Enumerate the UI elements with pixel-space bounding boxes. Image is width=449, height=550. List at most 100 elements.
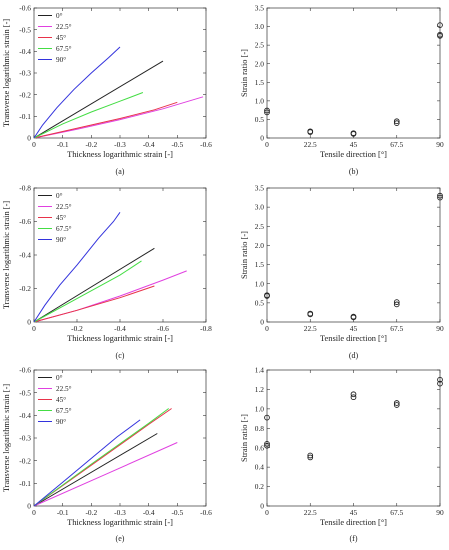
data-point xyxy=(350,394,357,401)
y-tick-label: 1.0 xyxy=(255,279,265,288)
y-tick-label: 0 xyxy=(27,318,31,327)
data-point xyxy=(350,313,357,320)
data-point xyxy=(393,299,400,305)
y-tick-label: -0.5 xyxy=(19,388,31,397)
data-point xyxy=(264,414,270,421)
y-tick-label: 3.0 xyxy=(255,203,265,212)
series-line xyxy=(33,92,144,139)
y-tick-label: -0.2 xyxy=(19,90,31,99)
panel-label: (c) xyxy=(116,351,125,360)
series-line xyxy=(33,96,204,139)
x-axis-label: Tensile direction [°] xyxy=(320,334,387,343)
y-tick-label: 2.5 xyxy=(255,41,265,50)
x-axis-label: Tensile direction [°] xyxy=(320,150,387,159)
y-tick-label: 0.6 xyxy=(255,443,265,452)
y-tick-label: -0.4 xyxy=(19,411,31,420)
data-point xyxy=(437,376,443,383)
data-point xyxy=(393,301,400,308)
legend-entry: 0° xyxy=(56,192,63,200)
data-point xyxy=(307,452,314,459)
x-tick-label: -0.4 xyxy=(114,324,126,333)
data-point xyxy=(437,192,443,199)
x-tick-label: -0.6 xyxy=(200,508,212,517)
y-tick-label: 0 xyxy=(260,134,264,143)
y-axis-label: Transverse logarithmic strain [-] xyxy=(2,19,11,128)
x-tick-label: -0.6 xyxy=(200,140,212,149)
x-tick-label: -0.1 xyxy=(57,508,69,517)
series-line xyxy=(33,101,178,139)
y-axis-label: Strain ratio [-] xyxy=(240,231,249,279)
y-tick-label: -0.3 xyxy=(19,434,31,443)
x-tick-label: -0.6 xyxy=(157,324,169,333)
x-tick-label: 67.5 xyxy=(390,140,403,149)
y-tick-label: 1.4 xyxy=(255,366,265,375)
panel-c: 0 -0.2 -0.4 -0.6 -0.8 0 -0.2 -0.4 -0.6 -0.8 Thickn… xyxy=(2,184,212,360)
x-tick-label: 90 xyxy=(436,508,444,517)
y-tick-label: -0.4 xyxy=(19,251,31,260)
x-axis-label: Tensile direction [°] xyxy=(320,518,387,527)
axes-frame xyxy=(266,7,441,139)
y-tick-label: 2.0 xyxy=(255,59,265,68)
data-point xyxy=(307,310,314,317)
data-point xyxy=(264,440,270,447)
x-tick-label: -0.4 xyxy=(143,140,155,149)
y-tick-label: -0.4 xyxy=(19,47,31,56)
legend-entry: 45° xyxy=(56,34,66,42)
panel-f: 0 22.5 45 67.5 90 0 0.2 0.4 0.6 0.8 1.0 1.2 1.4 Tensi… xyxy=(240,366,444,543)
y-tick-label: 3.0 xyxy=(255,22,265,31)
x-tick-label: 67.5 xyxy=(390,508,403,517)
data-point xyxy=(350,391,357,398)
data-point xyxy=(437,380,443,387)
x-tick-label: -0.2 xyxy=(85,140,97,149)
y-tick-label: 1.0 xyxy=(255,404,265,413)
data-point xyxy=(264,109,270,116)
y-tick-label: -0.1 xyxy=(19,112,31,121)
y-tick-label: -0.3 xyxy=(19,69,31,78)
x-tick-label: 0 xyxy=(32,324,36,333)
y-axis-label: Strain ratio [-] xyxy=(240,414,249,462)
y-tick-label: 1.0 xyxy=(255,96,265,105)
x-tick-label: 22.5 xyxy=(304,324,317,333)
series-line xyxy=(33,433,158,507)
legend-entry: 67.5° xyxy=(56,407,72,415)
series-line xyxy=(33,60,164,139)
data-point xyxy=(350,130,357,137)
y-tick-label: -0.2 xyxy=(19,284,31,293)
panel-label: (a) xyxy=(116,167,125,176)
y-tick-label: 0 xyxy=(27,502,31,511)
legend-entry: 90° xyxy=(56,236,66,244)
x-axis-label: Thickness logarithmic strain [-] xyxy=(67,150,173,159)
axes-frame xyxy=(266,369,441,507)
y-tick-label: 2.0 xyxy=(255,241,265,250)
data-point xyxy=(393,120,400,126)
x-tick-label: 0 xyxy=(32,508,36,517)
y-tick-label: -0.6 xyxy=(19,366,31,375)
axes-frame xyxy=(266,187,441,323)
y-tick-label: 0.5 xyxy=(255,298,265,307)
legend-entry: 0° xyxy=(56,12,63,20)
x-tick-label: 90 xyxy=(436,140,444,149)
y-tick-label: -0.8 xyxy=(19,184,31,193)
series-line xyxy=(33,442,178,507)
x-axis-label: Thickness logarithmic strain [-] xyxy=(67,334,173,343)
x-axis-label: Thickness logarithmic strain [-] xyxy=(67,518,173,527)
data-point xyxy=(393,400,400,406)
series-line xyxy=(33,247,155,323)
y-axis-label: Transverse logarithmic strain [-] xyxy=(2,201,11,310)
y-tick-label: -0.1 xyxy=(19,479,31,488)
y-tick-label: 0.4 xyxy=(255,463,265,472)
y-tick-label: 1.2 xyxy=(255,385,265,394)
x-tick-label: 22.5 xyxy=(304,508,317,517)
y-tick-label: -0.5 xyxy=(19,25,31,34)
series-line xyxy=(33,285,155,323)
x-tick-label: 90 xyxy=(436,324,444,333)
legend-entry: 45° xyxy=(56,396,66,404)
x-tick-label: -0.4 xyxy=(143,508,155,517)
x-tick-label: -0.2 xyxy=(71,324,83,333)
x-tick-label: -0.5 xyxy=(171,140,183,149)
x-tick-label: -0.5 xyxy=(171,508,183,517)
legend-entry: 67.5° xyxy=(56,225,72,233)
panel-b: 0 22.5 45 67.5 90 0 0.5 1.0 1.5 2.0 2.5 3.0 3.5 Tensi… xyxy=(240,4,444,176)
data-point xyxy=(437,194,443,201)
panel-e: 0 -0.1 -0.2 -0.3 -0.4 -0.5 -0.6 0 -0.1 -0.2 -0.3 -0… xyxy=(2,366,212,543)
